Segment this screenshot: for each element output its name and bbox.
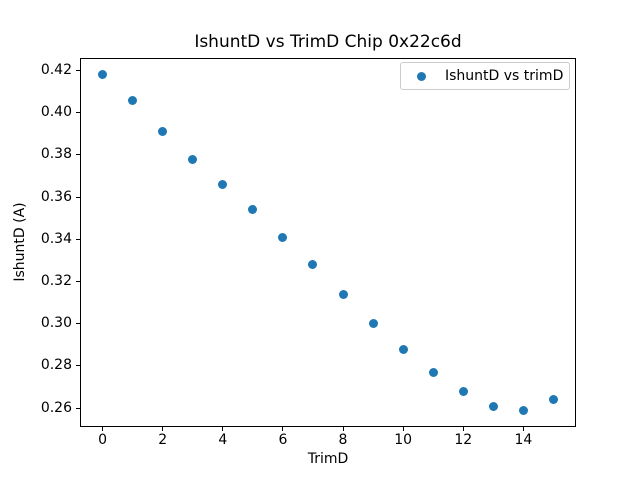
legend-label: IshuntD vs trimD xyxy=(445,68,564,84)
x-tick-mark xyxy=(522,427,524,431)
y-tick-mark xyxy=(76,238,80,240)
data-point xyxy=(248,205,258,215)
data-point xyxy=(188,154,198,164)
y-tick-mark xyxy=(76,281,80,283)
y-tick-label: 0.42 xyxy=(40,61,72,78)
data-point xyxy=(338,289,348,299)
y-tick-label: 0.38 xyxy=(40,146,72,163)
x-tick-label: 0 xyxy=(98,432,107,448)
plot-area xyxy=(80,58,576,427)
data-point xyxy=(218,179,228,189)
data-point xyxy=(128,95,138,105)
y-tick-mark xyxy=(76,196,80,198)
x-tick-mark xyxy=(222,427,224,431)
y-tick-mark xyxy=(76,69,80,71)
x-tick-mark xyxy=(102,427,104,431)
data-point xyxy=(158,127,168,137)
y-tick-label: 0.36 xyxy=(40,188,72,205)
chart-title: IshuntD vs TrimD Chip 0x22c6d xyxy=(194,32,462,52)
x-axis-label: TrimD xyxy=(307,451,349,467)
x-tick-label: 8 xyxy=(338,432,348,448)
y-tick-label: 0.28 xyxy=(40,357,72,374)
x-tick-label: 10 xyxy=(394,432,413,448)
x-tick-label: 14 xyxy=(514,432,533,448)
y-tick-mark xyxy=(76,365,80,367)
legend: IshuntD vs trimD xyxy=(400,62,570,90)
y-tick-label: 0.30 xyxy=(40,315,72,332)
data-point xyxy=(428,367,438,377)
y-tick-mark xyxy=(76,112,80,114)
x-tick-mark xyxy=(462,427,464,431)
data-point xyxy=(518,405,528,415)
legend-marker-icon xyxy=(417,71,426,81)
y-tick-mark xyxy=(76,154,80,156)
x-tick-mark xyxy=(402,427,404,431)
y-tick-mark xyxy=(76,407,80,409)
data-point xyxy=(548,395,558,405)
y-tick-label: 0.26 xyxy=(40,399,72,416)
data-point xyxy=(278,232,288,242)
y-tick-label: 0.34 xyxy=(40,230,72,247)
data-point xyxy=(98,70,108,80)
x-tick-label: 6 xyxy=(278,432,288,448)
y-tick-label: 0.32 xyxy=(40,273,72,290)
x-tick-mark xyxy=(282,427,284,431)
data-point xyxy=(368,319,378,329)
data-point xyxy=(398,344,408,354)
x-tick-mark xyxy=(342,427,344,431)
x-tick-label: 4 xyxy=(218,432,228,448)
x-tick-label: 12 xyxy=(454,432,473,448)
data-point xyxy=(458,386,468,396)
y-tick-mark xyxy=(76,323,80,325)
data-point xyxy=(488,401,498,411)
x-tick-mark xyxy=(162,427,164,431)
data-point xyxy=(308,260,318,270)
y-tick-label: 0.40 xyxy=(40,104,72,121)
x-tick-label: 2 xyxy=(158,432,168,448)
